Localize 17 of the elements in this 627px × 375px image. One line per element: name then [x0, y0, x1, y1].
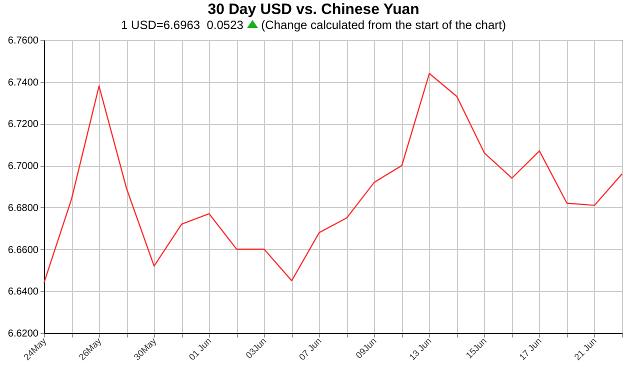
line-series — [43, 72, 623, 284]
chart-title: 30 Day USD vs. Chinese Yuan — [206, 0, 420, 18]
y-tick-label: 6.7200 — [8, 119, 39, 130]
y-tick-label: 6.6600 — [8, 244, 39, 256]
y-tick-label: 6.6400 — [8, 286, 39, 298]
x-tick-label: 17 Jun — [517, 336, 544, 362]
x-tick-label: 07 Jun — [297, 336, 324, 362]
y-tick-label: 6.7000 — [8, 161, 39, 172]
x-tick-label: 13 Jun — [407, 336, 434, 362]
x-tick-label: 01 Jun — [186, 336, 214, 362]
y-tick-label: 6.6200 — [8, 328, 39, 340]
y-tick-label: 6.6800 — [8, 202, 39, 214]
y-tick-label: 6.7600 — [8, 36, 39, 46]
y-tick-label: 6.7400 — [8, 77, 39, 88]
text: (Change calculated from the start of the chart) — [261, 18, 506, 32]
chart-subtitle: 1 USD=6.6963 0.0523 — [121, 18, 244, 32]
x-tick-label: 21 Jun — [572, 336, 599, 362]
